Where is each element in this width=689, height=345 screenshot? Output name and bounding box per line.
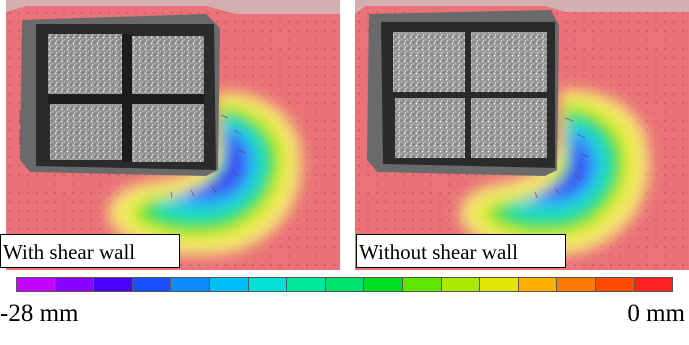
colorbar-max-label: 0 mm bbox=[627, 300, 685, 327]
colorbar-swatch bbox=[364, 278, 403, 291]
colorbar-swatch bbox=[595, 278, 635, 291]
colorbar-swatch bbox=[402, 278, 442, 291]
displacement-field-without-shear-wall bbox=[355, 0, 689, 270]
displacement-colorbar bbox=[16, 277, 673, 292]
colorbar-swatch bbox=[171, 278, 210, 291]
caption-with-shear-wall: With shear wall bbox=[0, 234, 180, 268]
colorbar-swatch bbox=[55, 278, 95, 291]
colorbar-swatch bbox=[132, 278, 172, 291]
colorbar-swatch bbox=[518, 278, 558, 291]
colorbar-swatch bbox=[441, 278, 481, 291]
colorbar-swatch bbox=[94, 278, 133, 291]
colorbar-min-label: -28 mm bbox=[0, 300, 79, 327]
caption-without-shear-wall: Without shear wall bbox=[356, 234, 566, 268]
colorbar-swatch bbox=[248, 278, 288, 291]
panel-without-shear-wall bbox=[355, 0, 689, 270]
panel-with-shear-wall bbox=[6, 0, 340, 270]
colorbar-swatch bbox=[634, 278, 673, 291]
colorbar-swatch bbox=[480, 278, 519, 291]
colorbar-swatch bbox=[17, 278, 56, 291]
colorbar-swatch bbox=[209, 278, 249, 291]
colorbar-swatch bbox=[557, 278, 596, 291]
displacement-field-with-shear-wall bbox=[6, 0, 340, 270]
colorbar-swatch bbox=[325, 278, 365, 291]
colorbar-swatch bbox=[287, 278, 326, 291]
